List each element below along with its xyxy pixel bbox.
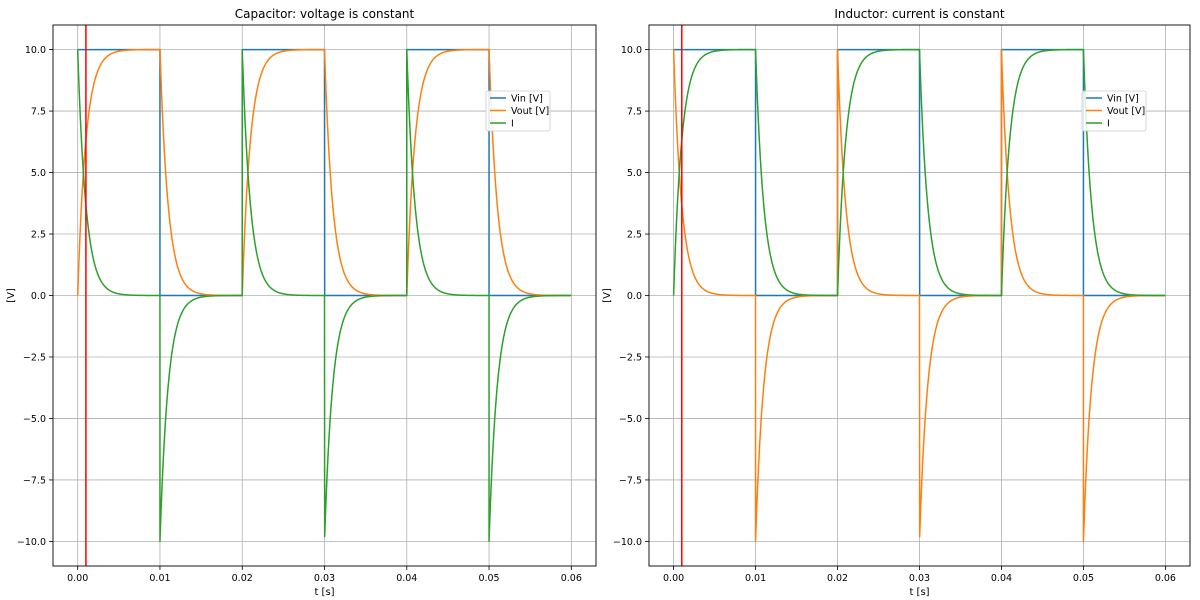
x-tick-label: 0.02 xyxy=(827,573,848,584)
x-tick-label: 0.06 xyxy=(1155,573,1176,584)
y-tick-label: 5.0 xyxy=(627,168,642,179)
y-tick-label: 10.0 xyxy=(621,45,642,56)
series-line-vout-v xyxy=(672,48,1166,543)
y-tick-label: 5.0 xyxy=(31,168,46,179)
x-tick-label: 0.04 xyxy=(396,573,417,584)
legend-label: Vout [V] xyxy=(1107,106,1145,117)
legend-label: Vout [V] xyxy=(511,106,549,117)
y-tick-label: −2.5 xyxy=(23,352,46,363)
x-tick-label: 0.06 xyxy=(561,573,582,584)
y-axis-label: [V] xyxy=(602,288,613,303)
y-tick-label: −7.5 xyxy=(619,475,642,486)
series-line-vout-v xyxy=(76,48,572,297)
axes-frame xyxy=(648,24,1191,567)
y-tick-label: 7.5 xyxy=(31,107,46,118)
axes-frame xyxy=(52,24,597,567)
y-tick-label: −5.0 xyxy=(23,414,46,425)
legend-box xyxy=(1081,90,1147,132)
x-tick-label: 0.00 xyxy=(67,573,88,584)
y-tick-label: 7.5 xyxy=(627,107,642,118)
chart-title: Inductor: current is constant xyxy=(834,7,1005,21)
x-tick-label: 0.05 xyxy=(1073,573,1094,584)
x-tick-label: 0.03 xyxy=(909,573,930,584)
y-tick-label: 2.5 xyxy=(31,230,46,241)
y-axis-label: [V] xyxy=(6,288,17,303)
x-axis-label: t [s] xyxy=(314,587,334,598)
series-group xyxy=(672,48,1166,543)
x-tick-label: 0.01 xyxy=(149,573,170,584)
y-tick-label: 0.0 xyxy=(627,291,642,302)
y-tick-label: −5.0 xyxy=(619,414,642,425)
legend-label: I xyxy=(1107,119,1110,130)
subplot-1: 0.00 0.01 0.02 0.03 0.04 0.05 0.06 10.0 7.5 5.0 2.… xyxy=(6,7,597,598)
x-tick-label: 0.04 xyxy=(991,573,1012,584)
series-group xyxy=(76,48,572,543)
subplot-2: 0.00 0.01 0.02 0.03 0.04 0.05 0.06 10.0 7.5 5.0 2.… xyxy=(602,7,1191,598)
legend: Vin [V]Vout [V] I xyxy=(1081,90,1147,132)
chart-title: Capacitor: voltage is constant xyxy=(235,7,415,21)
legend-label: Vin [V] xyxy=(511,94,543,105)
legend-label: Vin [V] xyxy=(1107,94,1139,105)
x-axis-label: t [s] xyxy=(909,587,929,598)
legend-label: I xyxy=(511,119,514,130)
legend: Vin [V]Vout [V] I xyxy=(485,90,551,132)
series-line-i xyxy=(76,48,572,543)
y-tick-label: 10.0 xyxy=(25,45,46,56)
x-tick-label: 0.03 xyxy=(314,573,335,584)
x-tick-label: 0.00 xyxy=(663,573,684,584)
legend-box xyxy=(485,90,551,132)
x-tick-label: 0.01 xyxy=(745,573,766,584)
y-tick-label: −10.0 xyxy=(613,537,642,548)
y-tick-label: 2.5 xyxy=(627,230,642,241)
y-tick-label: 0.0 xyxy=(31,291,46,302)
x-tick-label: 0.05 xyxy=(478,573,499,584)
series-line-i xyxy=(672,48,1166,297)
y-tick-label: −2.5 xyxy=(619,352,642,363)
x-tick-label: 0.02 xyxy=(232,573,253,584)
y-tick-label: −7.5 xyxy=(23,475,46,486)
y-tick-label: −10.0 xyxy=(17,537,46,548)
